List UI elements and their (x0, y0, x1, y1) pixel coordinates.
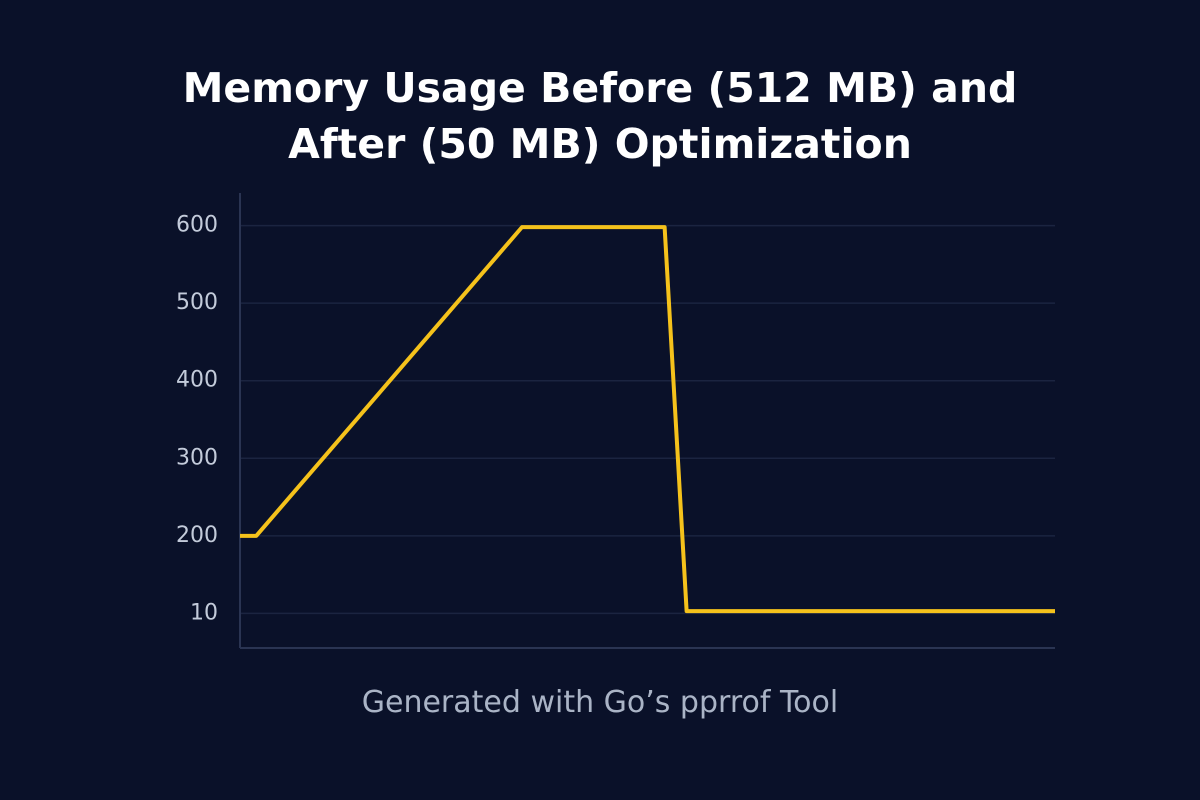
chart-caption: Generated with Go’s pprrof Tool (361, 685, 839, 720)
y-tick-label: 10 (190, 600, 218, 625)
y-tick-label: 300 (176, 445, 218, 470)
y-tick-label: 500 (176, 290, 218, 315)
y-tick-label: 600 (176, 213, 218, 238)
y-tick-label: 400 (176, 368, 218, 393)
data-line (240, 225, 1055, 614)
y-tick-label: 200 (176, 523, 218, 548)
chart-title: Memory Usage Before (512 MB) and After (… (182, 64, 1018, 168)
